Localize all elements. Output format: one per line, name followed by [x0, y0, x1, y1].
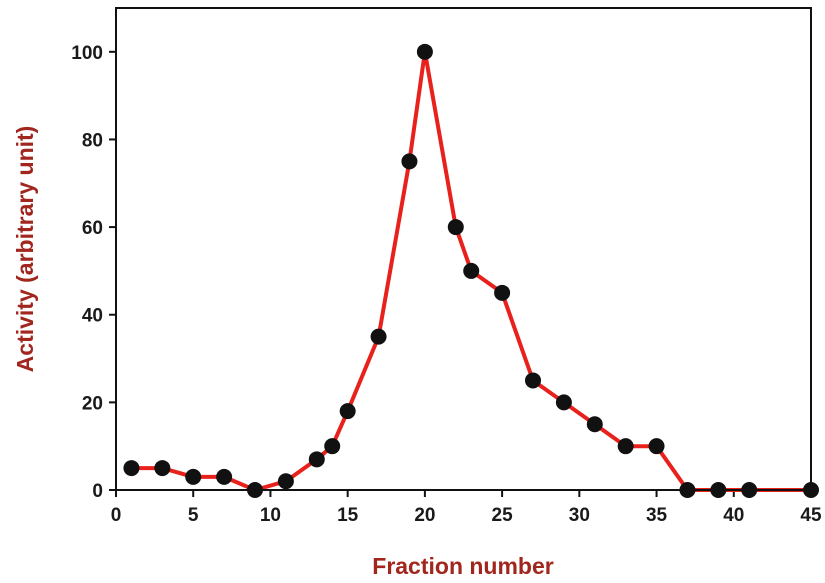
x-tick-label: 0	[111, 505, 122, 526]
data-point-marker	[401, 153, 418, 170]
y-axis-title: Activity (arbitrary unit)	[12, 126, 38, 373]
data-point-marker	[308, 451, 325, 468]
data-point-marker	[447, 219, 464, 236]
data-point-marker	[339, 403, 356, 420]
data-point-marker	[216, 468, 233, 485]
x-axis-title: Fraction number	[372, 553, 554, 579]
data-point-marker	[525, 372, 541, 389]
data-point-marker	[617, 438, 634, 455]
plot-frame	[115, 7, 812, 491]
x-tick-label: 5	[188, 505, 199, 526]
data-point-marker	[494, 284, 511, 301]
data-point-marker	[185, 468, 202, 485]
y-tick-label: 80	[82, 130, 103, 151]
y-tick-label: 20	[82, 393, 103, 414]
data-point-marker	[555, 394, 572, 411]
data-point-marker	[324, 438, 341, 455]
x-axis-ticks: 0 5 10 15 20 25 30 35 40 45	[111, 490, 822, 526]
data-point-marker	[370, 328, 387, 345]
y-tick-label: 40	[82, 306, 103, 327]
series-layer	[123, 43, 819, 498]
y-tick-label: 100	[71, 43, 103, 64]
x-tick-label: 40	[723, 505, 744, 526]
y-tick-label: 0	[92, 481, 103, 502]
data-point-marker	[416, 43, 433, 60]
x-tick-label: 35	[646, 505, 668, 526]
x-tick-label: 20	[414, 505, 435, 526]
y-tick-label: 60	[82, 218, 103, 239]
x-tick-label: 15	[337, 505, 359, 526]
x-tick-label: 30	[569, 505, 590, 526]
data-point-marker	[586, 416, 603, 433]
data-point-marker	[123, 460, 140, 477]
data-point-marker	[154, 460, 171, 477]
y-axis-ticks: 0 20 40 60 80 100	[71, 43, 116, 502]
x-tick-label: 45	[800, 505, 822, 526]
data-point-marker	[648, 438, 665, 455]
x-tick-label: 25	[492, 505, 514, 526]
x-tick-label: 10	[260, 505, 281, 526]
data-point-marker	[277, 473, 294, 490]
data-point-marker	[463, 262, 480, 279]
